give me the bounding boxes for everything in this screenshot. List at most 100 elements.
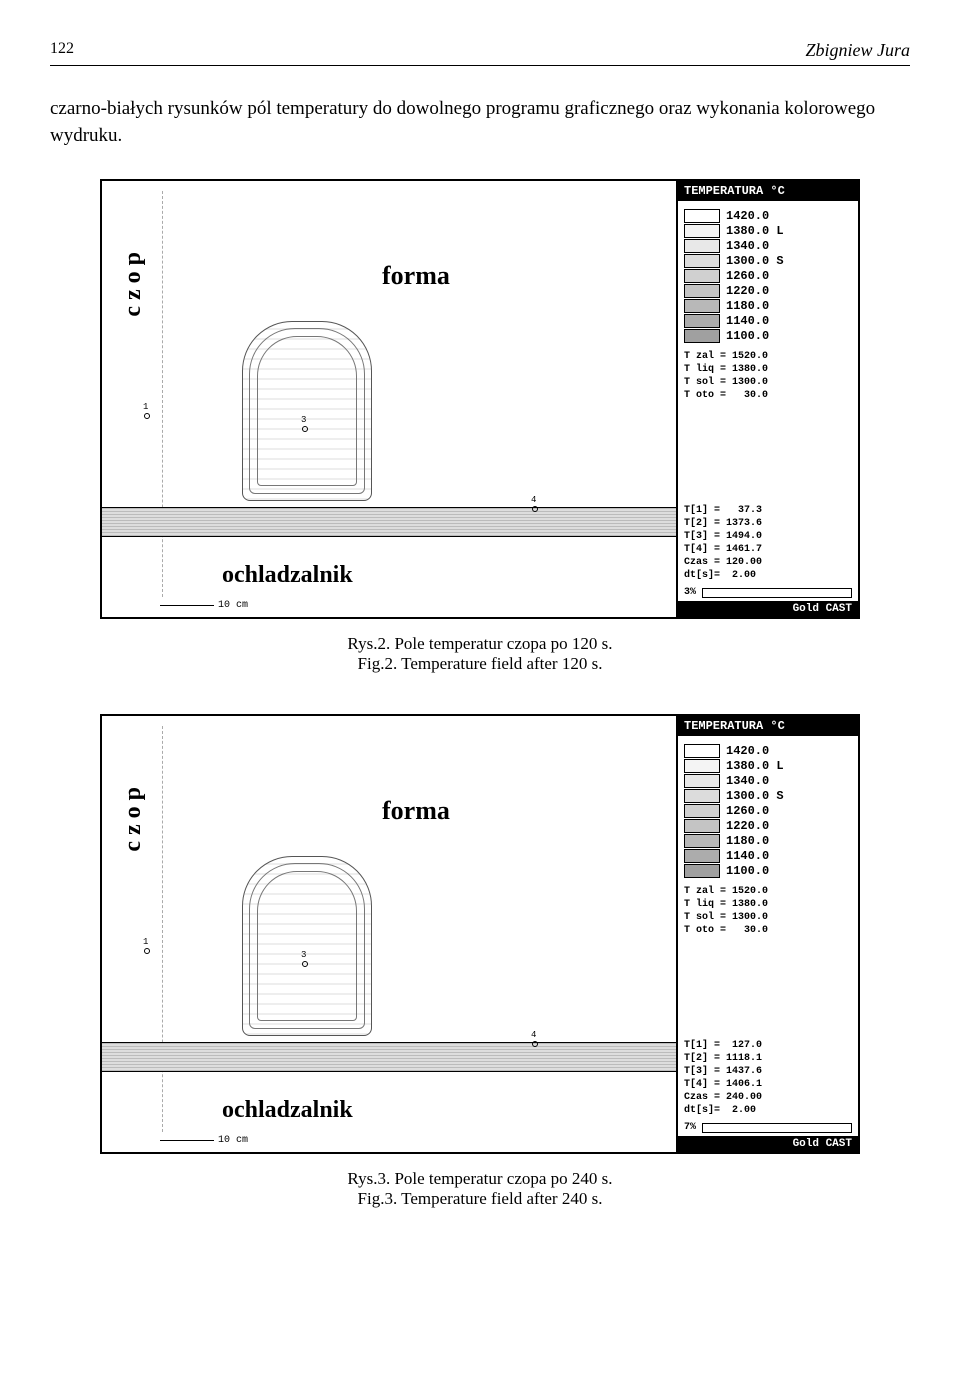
legend-param-row: T liq = 1380.0 [684,363,852,376]
legend-row: 1260.0 [684,804,852,818]
legend-row: 1180.0 [684,299,852,313]
caption-en: Fig.2. Temperature field after 120 s. [50,654,910,674]
legend-value: 1380.0 L [726,759,784,773]
probe-marker-label: 1 [143,402,148,412]
legend-value: 1300.0 S [726,254,784,268]
legend-value: 1100.0 [726,329,769,343]
page-header: 122 Zbigniew Jura [50,40,910,66]
forma-label: forma [382,261,450,291]
legend-param-row: T zal = 1520.0 [684,350,852,363]
legend-reading-row: Czas = 120.00 [684,556,852,569]
legend-row: 1140.0 [684,849,852,863]
legend-readings: T[1] = 37.3T[2] = 1373.6T[3] = 1494.0T[4… [678,498,858,584]
legend-row: 1420.0 [684,744,852,758]
legend-panel: TEMPERATURA °C1420.01380.0 L1340.01300.0… [678,716,858,1152]
legend-value: 1300.0 S [726,789,784,803]
legend-reading-row: T[4] = 1461.7 [684,543,852,556]
probe-marker-label: 4 [531,1030,536,1040]
legend-row: 1100.0 [684,864,852,878]
progress-label: 7% [684,1122,696,1133]
figure-caption: Rys.2. Pole temperatur czopa po 120 s.Fi… [50,634,910,674]
legend-title: TEMPERATURA °C [678,181,858,201]
legend-row: 1420.0 [684,209,852,223]
legend-value: 1220.0 [726,284,769,298]
legend-param-row: T liq = 1380.0 [684,898,852,911]
legend-reading-row: T[3] = 1437.6 [684,1065,852,1078]
legend-swatch [684,804,720,818]
legend-reading-row: T[3] = 1494.0 [684,530,852,543]
contour-region [242,321,372,501]
ochladzalnik-label: ochladzalnik [222,562,353,589]
progress-bar [702,588,852,598]
legend-reading-row: dt[s]= 2.00 [684,569,852,582]
legend-value: 1340.0 [726,239,769,253]
legend-reading-row: Czas = 240.00 [684,1091,852,1104]
legend-value: 1140.0 [726,314,769,328]
probe-marker-1: 1 [144,948,150,954]
legend-swatch [684,759,720,773]
progress-row: 3% [678,584,858,601]
legend-swatch [684,254,720,268]
legend-swatch [684,284,720,298]
legend-swatch [684,864,720,878]
legend-readings: T[1] = 127.0T[2] = 1118.1T[3] = 1437.6T[… [678,1033,858,1119]
ochladzalnik-label: ochladzalnik [222,1097,353,1124]
baseplate [102,1042,676,1072]
legend-reading-row: T[4] = 1406.1 [684,1078,852,1091]
legend-row: 1380.0 L [684,759,852,773]
legend-reading-row: dt[s]= 2.00 [684,1104,852,1117]
scale-line-icon [160,605,214,606]
figure-1: czopformaochladzalnik10 cm134TEMPERATURA… [100,179,860,619]
legend-footer: Gold CAST [678,1136,858,1152]
probe-marker-label: 3 [301,950,306,960]
legend-value: 1100.0 [726,864,769,878]
scale-text: 10 cm [218,600,248,611]
legend-value: 1380.0 L [726,224,784,238]
legend-value: 1420.0 [726,744,769,758]
legend-params: T zal = 1520.0T liq = 1380.0T sol = 1300… [678,348,858,406]
scale-marker: 10 cm [160,600,248,611]
legend-swatch [684,744,720,758]
legend-row: 1220.0 [684,284,852,298]
figure-2: czopformaochladzalnik10 cm134TEMPERATURA… [100,714,860,1154]
legend-panel: TEMPERATURA °C 1420.01380.0 L1340.01300.0… [678,181,858,617]
legend-param-row: T sol = 1300.0 [684,911,852,924]
page-number: 122 [50,40,74,61]
caption-en: Fig.3. Temperature field after 240 s. [50,1189,910,1209]
plot-area: czopformaochladzalnik10 cm134 [102,716,678,1152]
legend-swatch [684,224,720,238]
legend-scale: 1420.01380.0 L1340.01300.0 S1260.01220.0… [678,736,858,883]
author-name: Zbigniew Jura [805,40,910,61]
legend-reading-row: T[2] = 1373.6 [684,517,852,530]
caption-pl: Rys.3. Pole temperatur czopa po 240 s. [50,1169,910,1189]
legend-param-row: T oto = 30.0 [684,389,852,402]
progress-row: 7% [678,1119,858,1136]
legend-swatch [684,269,720,283]
caption-pl: Rys.2. Pole temperatur czopa po 120 s. [50,634,910,654]
legend-value: 1140.0 [726,849,769,863]
legend-reading-row: T[2] = 1118.1 [684,1052,852,1065]
legend-row: 1300.0 S [684,789,852,803]
legend-swatch [684,299,720,313]
scale-marker: 10 cm [160,1135,248,1146]
legend-value: 1180.0 [726,834,769,848]
progress-label: 3% [684,587,696,598]
contour-region [242,856,372,1036]
probe-marker-1: 1 [144,413,150,419]
legend-title: TEMPERATURA °C [678,716,858,736]
legend-row: 1340.0 [684,239,852,253]
probe-marker-label: 3 [301,415,306,425]
legend-swatch [684,849,720,863]
legend-swatch [684,834,720,848]
baseplate [102,507,676,537]
plot-area: czopformaochladzalnik10 cm134 [102,181,678,617]
legend-value: 1340.0 [726,774,769,788]
legend-row: 1260.0 [684,269,852,283]
legend-swatch [684,209,720,223]
legend-params: T zal = 1520.0T liq = 1380.0T sol = 1300… [678,883,858,941]
legend-reading-row: T[1] = 37.3 [684,504,852,517]
legend-swatch [684,314,720,328]
scale-line-icon [160,1140,214,1141]
legend-param-row: T sol = 1300.0 [684,376,852,389]
legend-value: 1220.0 [726,819,769,833]
